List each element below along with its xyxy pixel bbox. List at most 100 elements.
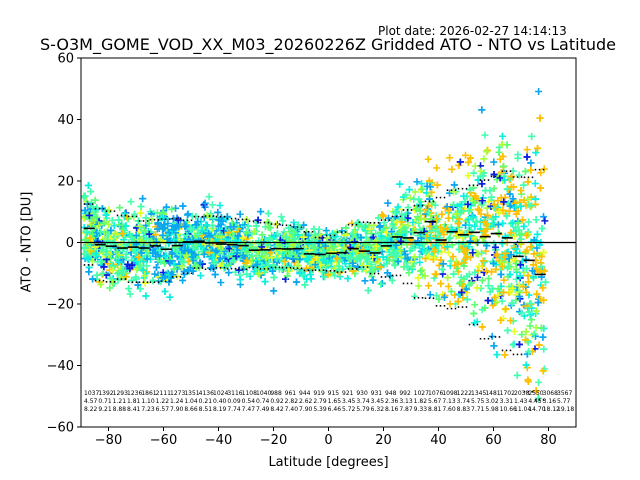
data-point: [466, 253, 474, 261]
y-tick-label: −60: [47, 421, 74, 436]
x-tick-label: 0: [324, 433, 332, 448]
data-point: [363, 253, 371, 261]
data-point: [424, 208, 432, 216]
data-point: [466, 237, 474, 245]
data-point: [425, 177, 433, 185]
data-point: [258, 231, 266, 239]
x-tick-label: 60: [485, 433, 502, 448]
data-point: [384, 199, 392, 207]
data-point: [495, 209, 503, 217]
data-point: [444, 214, 452, 222]
data-point: [116, 221, 124, 229]
data-point: [483, 148, 491, 156]
data-point: [170, 265, 178, 273]
data-point: [211, 258, 219, 266]
data-point: [142, 292, 150, 300]
data-point: [444, 274, 452, 282]
data-point: [507, 229, 515, 237]
data-point: [184, 266, 192, 274]
data-point: [457, 279, 465, 287]
data-point: [158, 214, 166, 222]
data-point: [360, 240, 368, 248]
data-point: [527, 202, 535, 210]
x-tick-label: −60: [150, 433, 177, 448]
data-point: [292, 278, 300, 286]
data-point: [478, 323, 486, 331]
data-point: [464, 158, 472, 166]
data-point: [464, 172, 472, 180]
data-point: [516, 231, 524, 239]
data-point: [310, 259, 318, 267]
data-point: [440, 293, 448, 301]
data-point: [539, 284, 547, 292]
data-point: [513, 371, 521, 379]
data-point: [505, 207, 513, 215]
data-point: [266, 224, 274, 232]
data-point: [97, 228, 105, 236]
data-point: [450, 270, 458, 278]
data-point: [205, 229, 213, 237]
data-point: [415, 219, 423, 227]
data-point: [405, 269, 413, 277]
data-point: [362, 267, 370, 275]
data-point: [520, 222, 528, 230]
data-point: [118, 230, 126, 238]
data-point: [471, 301, 479, 309]
data-point: [504, 326, 512, 334]
data-point: [541, 217, 549, 225]
data-point: [102, 251, 110, 259]
data-point: [277, 246, 285, 254]
data-point: [539, 367, 547, 375]
data-point: [471, 268, 479, 276]
data-point: [417, 214, 425, 222]
stats-cell: 9.21: [98, 406, 112, 413]
data-point: [205, 249, 213, 257]
data-point: [81, 250, 88, 258]
data-point: [415, 282, 423, 290]
data-point: [224, 229, 232, 237]
stats-cell: 1236: [127, 390, 142, 397]
data-point: [188, 226, 196, 234]
data-point: [521, 167, 529, 175]
stats-cell: 5.67: [428, 398, 442, 405]
data-point: [344, 275, 352, 283]
data-point: [393, 218, 401, 226]
data-point: [232, 252, 240, 260]
data-point: [335, 266, 343, 274]
data-point: [282, 233, 290, 241]
data-point: [277, 213, 285, 221]
data-point: [97, 258, 105, 266]
data-point: [446, 189, 454, 197]
data-point: [443, 243, 451, 251]
data-point: [509, 183, 517, 191]
stats-cell: 7.87: [399, 406, 413, 413]
data-point: [484, 296, 492, 304]
stats-cell: 3.13: [399, 398, 413, 405]
data-point: [361, 277, 369, 285]
data-point: [294, 261, 302, 269]
stats-cell: 921: [342, 390, 354, 397]
data-point: [288, 244, 296, 252]
stats-cell: 0.21: [199, 398, 213, 405]
data-point: [510, 327, 518, 335]
data-point: [486, 186, 494, 194]
data-point: [145, 219, 153, 227]
data-point: [500, 253, 508, 261]
data-point: [321, 242, 329, 250]
stats-cell: 9.33: [414, 406, 428, 413]
data-point: [208, 201, 216, 209]
data-point: [348, 249, 356, 257]
data-point: [430, 274, 438, 282]
stats-cell: 3116: [227, 390, 242, 397]
data-point: [540, 213, 548, 221]
data-point: [458, 288, 466, 296]
data-point: [487, 268, 495, 276]
data-point: [159, 225, 167, 233]
data-point: [179, 202, 187, 210]
data-point: [270, 233, 278, 241]
data-point: [472, 192, 480, 200]
data-point: [449, 253, 457, 261]
y-tick-label: 0: [66, 236, 74, 251]
data-point: [532, 216, 540, 224]
stats-cell: 1.22: [156, 398, 170, 405]
